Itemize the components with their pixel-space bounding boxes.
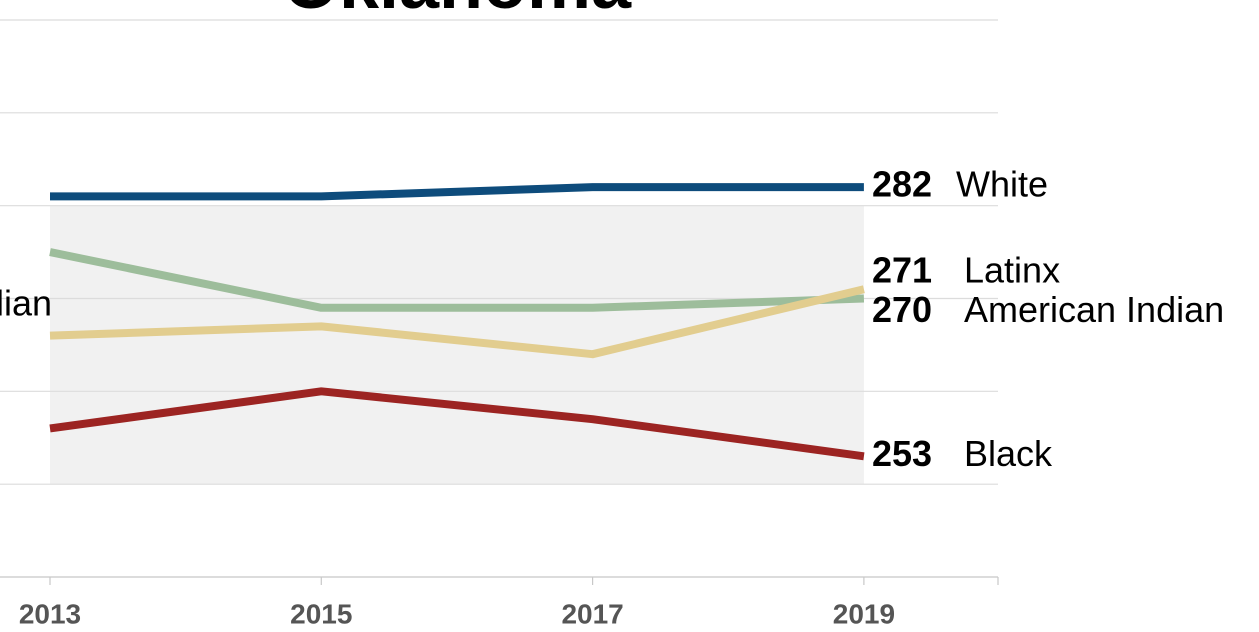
x-tick-label: 2017 [561, 598, 623, 629]
series-label: American Indian [964, 289, 1224, 330]
series-line [49, 285, 865, 359]
value-label: 270 [872, 289, 932, 330]
value-label: 282 [872, 164, 932, 205]
value-label: 271 [872, 250, 932, 291]
chart-title: Oklahoma [283, 0, 632, 24]
series-line [49, 387, 865, 461]
series-label: Black [964, 433, 1053, 474]
series-line [49, 248, 865, 312]
x-tick-label: 2015 [290, 598, 352, 629]
x-tick-label: 2019 [833, 598, 895, 629]
series-label: Latinx [964, 250, 1060, 291]
series-label: White [956, 164, 1048, 205]
x-tick-label: 2013 [19, 598, 81, 629]
value-label: 253 [872, 433, 932, 474]
series-line [50, 183, 864, 201]
cropped-label: lian [0, 283, 52, 324]
